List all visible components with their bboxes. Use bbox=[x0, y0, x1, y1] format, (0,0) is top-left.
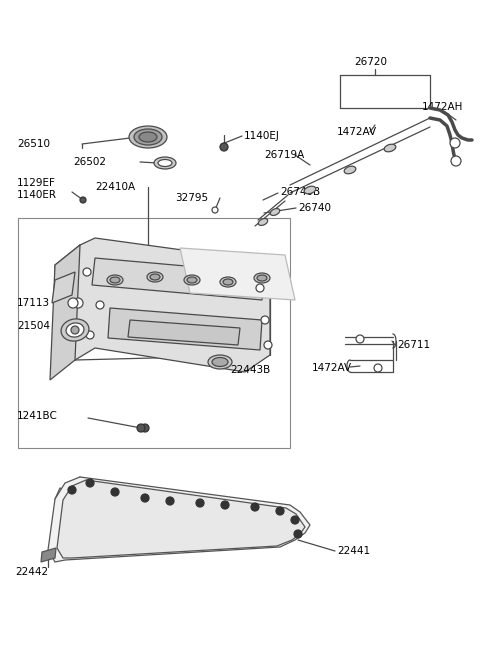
Text: 26740B: 26740B bbox=[280, 187, 320, 197]
Polygon shape bbox=[52, 272, 75, 303]
Circle shape bbox=[141, 494, 149, 502]
Circle shape bbox=[356, 335, 364, 343]
Ellipse shape bbox=[220, 277, 236, 287]
Circle shape bbox=[80, 197, 86, 203]
Ellipse shape bbox=[129, 126, 167, 148]
Text: 26510: 26510 bbox=[17, 139, 50, 149]
Circle shape bbox=[111, 488, 119, 496]
Polygon shape bbox=[48, 477, 310, 562]
Circle shape bbox=[68, 298, 78, 308]
Polygon shape bbox=[57, 480, 305, 558]
Polygon shape bbox=[55, 238, 270, 372]
Text: 22441: 22441 bbox=[337, 546, 370, 556]
Text: 26740: 26740 bbox=[298, 203, 331, 213]
Ellipse shape bbox=[147, 272, 163, 282]
Text: 26502: 26502 bbox=[73, 157, 106, 167]
Polygon shape bbox=[50, 245, 80, 380]
Circle shape bbox=[141, 424, 149, 432]
Text: 26719A: 26719A bbox=[264, 150, 304, 160]
Circle shape bbox=[450, 138, 460, 148]
Circle shape bbox=[86, 479, 94, 487]
Ellipse shape bbox=[61, 319, 89, 341]
Bar bbox=[18, 218, 290, 448]
Ellipse shape bbox=[344, 166, 356, 174]
Ellipse shape bbox=[223, 279, 233, 285]
Circle shape bbox=[166, 497, 174, 505]
Text: 26720: 26720 bbox=[354, 57, 387, 67]
Circle shape bbox=[276, 507, 284, 515]
Text: 1241BC: 1241BC bbox=[17, 411, 58, 421]
Ellipse shape bbox=[107, 275, 123, 285]
Circle shape bbox=[294, 530, 302, 538]
Text: 1472AH: 1472AH bbox=[422, 102, 463, 112]
Circle shape bbox=[137, 424, 145, 432]
Text: 1472AV: 1472AV bbox=[312, 363, 352, 373]
Ellipse shape bbox=[184, 275, 200, 285]
Ellipse shape bbox=[110, 277, 120, 283]
Ellipse shape bbox=[187, 277, 197, 283]
Text: 21504: 21504 bbox=[17, 321, 50, 331]
Ellipse shape bbox=[158, 159, 172, 167]
Circle shape bbox=[220, 143, 228, 151]
Polygon shape bbox=[41, 548, 56, 562]
Circle shape bbox=[86, 331, 94, 339]
Text: 17113: 17113 bbox=[17, 298, 50, 308]
Ellipse shape bbox=[270, 209, 280, 215]
Ellipse shape bbox=[254, 273, 270, 283]
Circle shape bbox=[291, 516, 299, 524]
Polygon shape bbox=[108, 308, 262, 350]
Ellipse shape bbox=[258, 218, 268, 226]
Circle shape bbox=[73, 298, 83, 308]
Circle shape bbox=[374, 364, 382, 372]
Text: 1140EJ: 1140EJ bbox=[244, 131, 280, 141]
Polygon shape bbox=[92, 258, 265, 300]
Ellipse shape bbox=[208, 355, 232, 369]
Ellipse shape bbox=[304, 186, 316, 194]
Ellipse shape bbox=[66, 323, 84, 337]
Ellipse shape bbox=[154, 157, 176, 169]
Circle shape bbox=[196, 499, 204, 507]
Ellipse shape bbox=[150, 274, 160, 280]
Circle shape bbox=[261, 316, 269, 324]
Circle shape bbox=[68, 486, 76, 494]
Text: 1129EF: 1129EF bbox=[17, 178, 56, 188]
Circle shape bbox=[96, 301, 104, 309]
Text: 32795: 32795 bbox=[175, 193, 208, 203]
Ellipse shape bbox=[384, 144, 396, 152]
Polygon shape bbox=[180, 248, 295, 300]
Text: 22442: 22442 bbox=[15, 567, 48, 577]
Ellipse shape bbox=[212, 358, 228, 367]
Text: 22443B: 22443B bbox=[230, 365, 270, 375]
Ellipse shape bbox=[134, 129, 162, 145]
Ellipse shape bbox=[257, 275, 267, 281]
Text: 22410A: 22410A bbox=[95, 182, 135, 192]
Text: 1140ER: 1140ER bbox=[17, 190, 57, 200]
Circle shape bbox=[221, 501, 229, 509]
Text: 1472AV: 1472AV bbox=[337, 127, 377, 137]
Circle shape bbox=[83, 268, 91, 276]
Circle shape bbox=[451, 156, 461, 166]
Circle shape bbox=[251, 503, 259, 511]
Text: 26711: 26711 bbox=[397, 340, 430, 350]
Circle shape bbox=[256, 284, 264, 292]
Ellipse shape bbox=[139, 132, 157, 142]
Circle shape bbox=[71, 326, 79, 334]
Polygon shape bbox=[128, 320, 240, 345]
Circle shape bbox=[212, 207, 218, 213]
Circle shape bbox=[264, 341, 272, 349]
